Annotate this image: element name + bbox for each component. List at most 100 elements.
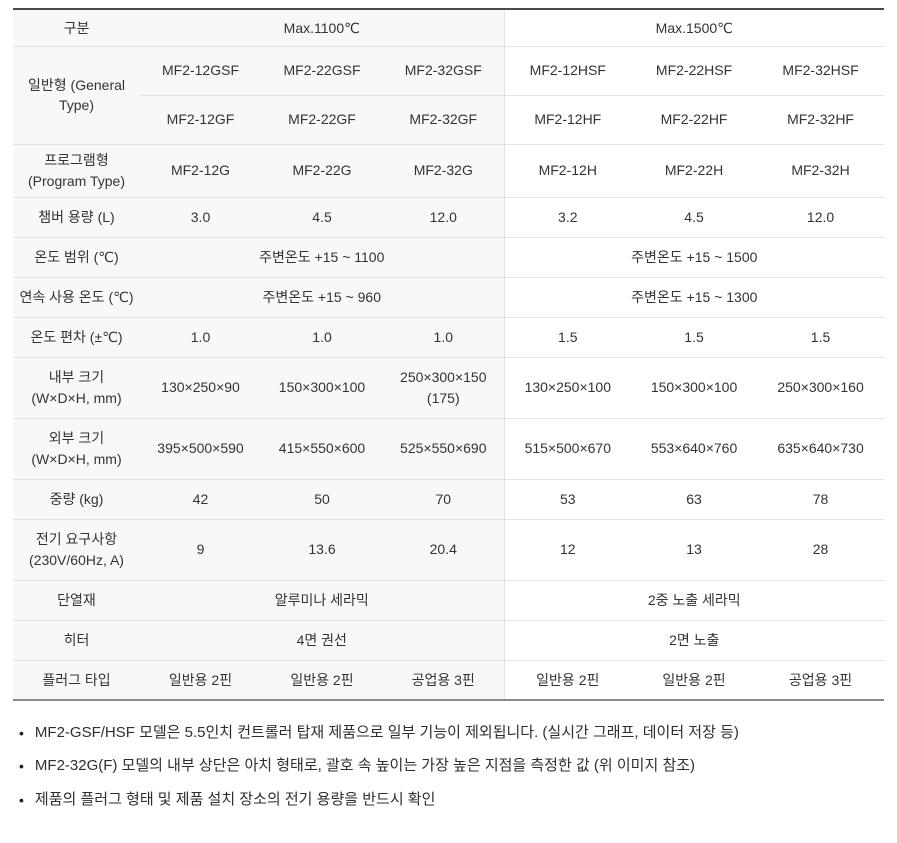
table-row: MF2-12GF MF2-22GF MF2-32GF MF2-12HF MF2-… — [13, 95, 885, 145]
spec-cell: MF2-22HF — [631, 95, 758, 145]
spec-cell: MF2-12HSF — [504, 46, 632, 96]
spec-cell: MF2-32H — [757, 144, 885, 198]
spec-cell: 20.4 — [383, 519, 505, 581]
spec-cell: 9 — [140, 519, 261, 581]
spec-cell: 1.0 — [140, 317, 261, 358]
spec-cell: MF2-32HF — [757, 95, 885, 145]
spec-cell: MF2-22HSF — [631, 46, 758, 96]
spec-cell: 250×300×150 (175) — [383, 357, 505, 419]
spec-cell: MF2-22H — [631, 144, 758, 198]
spec-cell: 395×500×590 — [140, 418, 261, 480]
spec-cell: 130×250×100 — [504, 357, 632, 419]
spec-cell: 515×500×670 — [504, 418, 632, 480]
spec-cell: MF2-22GF — [261, 95, 383, 145]
spec-cell: 1.5 — [504, 317, 632, 358]
row-label-outer-size: 외부 크기 (W×D×H, mm) — [13, 418, 140, 480]
header-row: 구분 Max.1100℃ Max.1500℃ — [13, 9, 885, 47]
spec-cell: MF2-22G — [261, 144, 383, 198]
spec-cell: 28 — [757, 519, 885, 581]
spec-cell: 150×300×100 — [631, 357, 758, 419]
row-label-electrical: 전기 요구사항 (230V/60Hz, A) — [13, 519, 140, 581]
spec-cell: 1.5 — [631, 317, 758, 358]
table-row: 연속 사용 온도 (℃) 주변온도 +15 ~ 960 주변온도 +15 ~ 1… — [13, 277, 885, 318]
row-label-temp-deviation: 온도 편차 (±℃) — [13, 317, 140, 358]
row-label-continuous-temp: 연속 사용 온도 (℃) — [13, 277, 140, 318]
spec-cell: 3.0 — [140, 197, 261, 238]
table-row: 단열재 알루미나 세라믹 2중 노출 세라믹 — [13, 580, 885, 621]
table-row: 일반형 (General Type) MF2-12GSF MF2-22GSF M… — [13, 46, 885, 145]
note-text: MF2-GSF/HSF 모델은 5.5인치 컨트롤러 탑재 제품으로 일부 기능… — [34, 724, 739, 741]
spec-cell: 1.0 — [383, 317, 505, 358]
spec-cell: 250×300×160 — [757, 357, 885, 419]
spec-cell: 70 — [383, 479, 505, 520]
spec-cell: 63 — [631, 479, 758, 520]
table-row: 전기 요구사항 (230V/60Hz, A) 9 13.6 20.4 12 13… — [13, 519, 885, 581]
spec-cell: 525×550×690 — [383, 418, 505, 480]
spec-cell: MF2-32HSF — [757, 46, 885, 96]
spec-cell: 일반용 2핀 — [140, 660, 261, 700]
spec-cell-span: 2면 노출 — [504, 620, 885, 661]
spec-cell: 553×640×760 — [631, 418, 758, 480]
spec-cell-span: 2중 노출 세라믹 — [504, 580, 885, 621]
spec-cell: 53 — [504, 479, 632, 520]
bullet-icon: • — [19, 725, 24, 741]
row-label-inner-size: 내부 크기 (W×D×H, mm) — [13, 357, 140, 419]
row-label-temp-range: 온도 범위 (℃) — [13, 237, 140, 278]
spec-cell: 일반용 2핀 — [261, 660, 383, 700]
spec-cell: 1.0 — [261, 317, 383, 358]
spec-cell-span: 주변온도 +15 ~ 1500 — [504, 237, 885, 278]
spec-cell: MF2-12GSF — [140, 46, 261, 96]
spec-cell: MF2-12HF — [504, 95, 632, 145]
spec-cell: 13.6 — [261, 519, 383, 581]
spec-cell: 13 — [631, 519, 758, 581]
spec-cell: 공업용 3핀 — [788, 671, 853, 688]
table-row: 중량 (kg) 42 50 70 53 63 78 — [13, 479, 885, 520]
spec-cell-span: 주변온도 +15 ~ 1100 — [140, 237, 505, 278]
table-corner-label: 구분 — [13, 9, 140, 47]
spec-cell: 42 — [140, 479, 261, 520]
spec-cell: MF2-32G — [383, 144, 505, 198]
table-row: 온도 범위 (℃) 주변온도 +15 ~ 1100 주변온도 +15 ~ 150… — [13, 237, 885, 278]
spec-cell: 3.2 — [504, 197, 632, 238]
spec-cell: MF2-12G — [140, 144, 261, 198]
table-row: 온도 편차 (±℃) 1.0 1.0 1.0 1.5 1.5 1.5 — [13, 317, 885, 358]
spec-cell: 4.5 — [261, 197, 383, 238]
spec-cell-span: 알루미나 세라믹 — [140, 580, 505, 621]
bullet-icon: • — [19, 791, 24, 808]
table-row: 챔버 용량 (L) 3.0 4.5 12.0 3.2 4.5 12.0 — [13, 197, 885, 238]
spec-cell: MF2-32GSF — [383, 46, 505, 96]
note-item: • 제품의 플러그 형태 및 제품 설치 장소의 전기 용량을 반드시 확인 — [19, 790, 884, 810]
row-label-chamber-volume: 챔버 용량 (L) — [13, 197, 140, 238]
table-row: 내부 크기 (W×D×H, mm) 130×250×90 150×300×100… — [13, 357, 885, 419]
column-group-max1100: Max.1100℃ — [140, 9, 505, 47]
spec-cell: 1.5 — [757, 317, 885, 358]
spec-cell: 635×640×730 — [757, 418, 885, 480]
spec-cell: 4.5 — [631, 197, 758, 238]
row-label-weight: 중량 (kg) — [13, 479, 140, 520]
bullet-icon: • — [19, 758, 24, 775]
spec-cell: 50 — [261, 479, 383, 520]
spec-cell: MF2-12GF — [140, 95, 261, 145]
spec-cell: MF2-32GF — [383, 95, 505, 145]
note-item: • MF2-32G(F) 모델의 내부 상단은 아치 형태로, 괄호 속 높이는… — [19, 756, 884, 776]
spec-cell: 150×300×100 — [261, 357, 383, 419]
note-text: MF2-32G(F) 모델의 내부 상단은 아치 형태로, 괄호 속 높이는 가… — [34, 757, 696, 775]
spec-cell-span: 4면 권선 — [140, 620, 505, 661]
spec-cell-span: 주변온도 +15 ~ 1300 — [504, 277, 885, 318]
spec-cell: 130×250×90 — [140, 357, 261, 419]
notes-list: • MF2-GSF/HSF 모델은 5.5인치 컨트롤러 탑재 제품으로 일부 … — [13, 723, 884, 810]
spec-cell: 공업용 3핀 — [383, 660, 505, 700]
spec-cell: 일반용 2핀 — [662, 671, 726, 688]
spec-cell: 78 — [757, 479, 885, 520]
column-group-max1500: Max.1500℃ — [504, 9, 885, 47]
row-label-heater: 히터 — [13, 620, 140, 661]
table-row: 히터 4면 권선 2면 노출 — [13, 620, 885, 661]
spec-cell: 일반용 2핀 — [536, 671, 600, 688]
row-label-general-type: 일반형 (General Type) — [13, 46, 140, 145]
row-label-insulation: 단열재 — [13, 580, 140, 621]
spec-cell: 12.0 — [383, 197, 505, 238]
spec-cell-span: 주변온도 +15 ~ 960 — [140, 277, 505, 318]
spec-cell: 12 — [504, 519, 632, 581]
spec-cell: MF2-12H — [504, 144, 632, 198]
